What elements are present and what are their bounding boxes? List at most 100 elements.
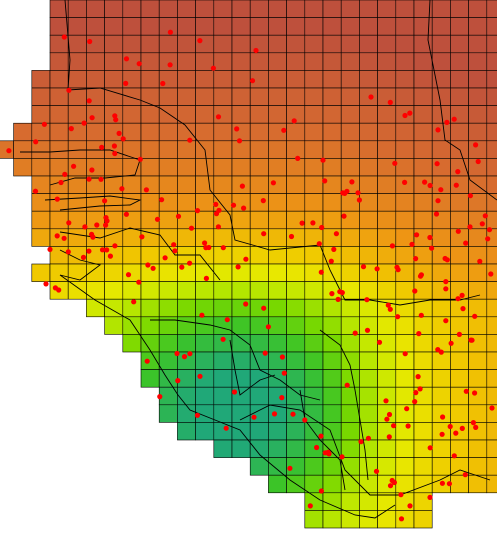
grid-cell xyxy=(359,193,378,212)
station-dot xyxy=(203,245,209,251)
grid-cell xyxy=(140,193,160,212)
grid-cell xyxy=(304,386,324,406)
grid-cell xyxy=(177,334,196,353)
grid-cell xyxy=(322,457,342,476)
station-dot xyxy=(270,180,276,186)
grid-cell xyxy=(268,105,287,124)
station-dot xyxy=(383,398,389,404)
station-dot xyxy=(281,127,287,133)
grid-cell xyxy=(413,17,433,36)
grid-cell xyxy=(67,122,87,142)
grid-cell xyxy=(359,122,378,142)
grid-cell xyxy=(104,158,124,177)
grid-cell xyxy=(140,158,160,177)
grid-cell xyxy=(486,158,497,177)
grid-cell xyxy=(31,70,51,89)
grid-cell xyxy=(304,510,324,529)
grid-cell xyxy=(395,439,415,458)
station-dot xyxy=(103,222,109,228)
station-dot xyxy=(319,224,325,231)
grid-cell xyxy=(249,439,269,458)
station-dot xyxy=(123,56,130,62)
grid-cell xyxy=(49,87,69,106)
grid-cell xyxy=(158,105,178,124)
grid-cell xyxy=(413,316,433,335)
station-dot xyxy=(159,197,165,203)
grid-cell xyxy=(377,263,397,282)
station-dot xyxy=(113,117,119,123)
station-dot xyxy=(150,265,156,271)
grid-cell xyxy=(140,122,160,142)
border-line xyxy=(59,249,396,519)
grid-cell xyxy=(158,210,178,230)
grid-cell xyxy=(140,70,160,89)
borders xyxy=(20,0,497,519)
grid-cell xyxy=(304,439,324,458)
border-line xyxy=(59,227,221,281)
station-dot xyxy=(137,156,143,162)
station-dot xyxy=(111,143,117,149)
grid-cell xyxy=(249,175,269,194)
grid-cell xyxy=(450,316,469,335)
station-dot xyxy=(335,296,341,302)
grid-cell xyxy=(377,439,397,458)
grid-cell xyxy=(395,158,415,177)
grid-cell xyxy=(450,263,469,282)
grid-cell xyxy=(431,228,451,247)
station-dot xyxy=(175,378,181,384)
station-dot xyxy=(387,306,393,312)
station-dot xyxy=(32,188,39,194)
grid-cell xyxy=(468,316,488,335)
grid-cell xyxy=(177,52,196,71)
grid-cell xyxy=(395,334,415,353)
grid-cell xyxy=(322,105,342,124)
grid-cell xyxy=(268,52,287,71)
grid-cell xyxy=(395,386,415,406)
grid-cell xyxy=(395,140,415,159)
grid-cell xyxy=(322,510,342,529)
grid-cell xyxy=(377,369,397,388)
grid-cell xyxy=(49,193,69,212)
grid-cell xyxy=(213,52,233,71)
grid-cell xyxy=(86,17,105,36)
station-dot xyxy=(102,198,108,204)
grid-cell xyxy=(268,34,287,54)
grid-cell xyxy=(359,404,378,423)
grid-cell xyxy=(413,404,433,423)
station-dot xyxy=(462,472,468,478)
station-dot xyxy=(236,138,243,144)
station-dot xyxy=(162,255,168,261)
grid-cell xyxy=(468,34,488,54)
grid-cell xyxy=(486,210,497,230)
station-dot xyxy=(427,445,433,451)
station-dot xyxy=(316,241,322,247)
grid-cell xyxy=(158,122,178,142)
station-dot xyxy=(360,264,367,270)
grid-cell xyxy=(322,369,342,388)
station-dot xyxy=(66,87,72,93)
grid-cell xyxy=(158,369,178,388)
grid-cell xyxy=(377,105,397,124)
station-dot xyxy=(389,243,395,249)
grid-cell xyxy=(86,158,105,177)
grid-cell xyxy=(268,263,287,282)
grid-cell xyxy=(304,369,324,388)
grid-cell xyxy=(359,351,378,370)
grid-cell xyxy=(140,0,160,18)
grid-cell xyxy=(122,334,142,353)
grid-cell xyxy=(359,140,378,159)
grid-cell xyxy=(49,52,69,71)
grid-cell xyxy=(140,175,160,194)
grid-cell xyxy=(486,316,497,335)
grid-cell xyxy=(213,439,233,458)
grid-cell xyxy=(450,422,469,441)
station-dot xyxy=(328,258,334,264)
grid-cell xyxy=(468,351,488,370)
grid-cell xyxy=(468,281,488,300)
grid-cell xyxy=(31,105,51,124)
station-dot xyxy=(407,110,413,116)
station-dot xyxy=(453,182,459,188)
grid-cell xyxy=(268,175,287,194)
grid-cell xyxy=(49,246,69,265)
grid-cell xyxy=(158,298,178,318)
